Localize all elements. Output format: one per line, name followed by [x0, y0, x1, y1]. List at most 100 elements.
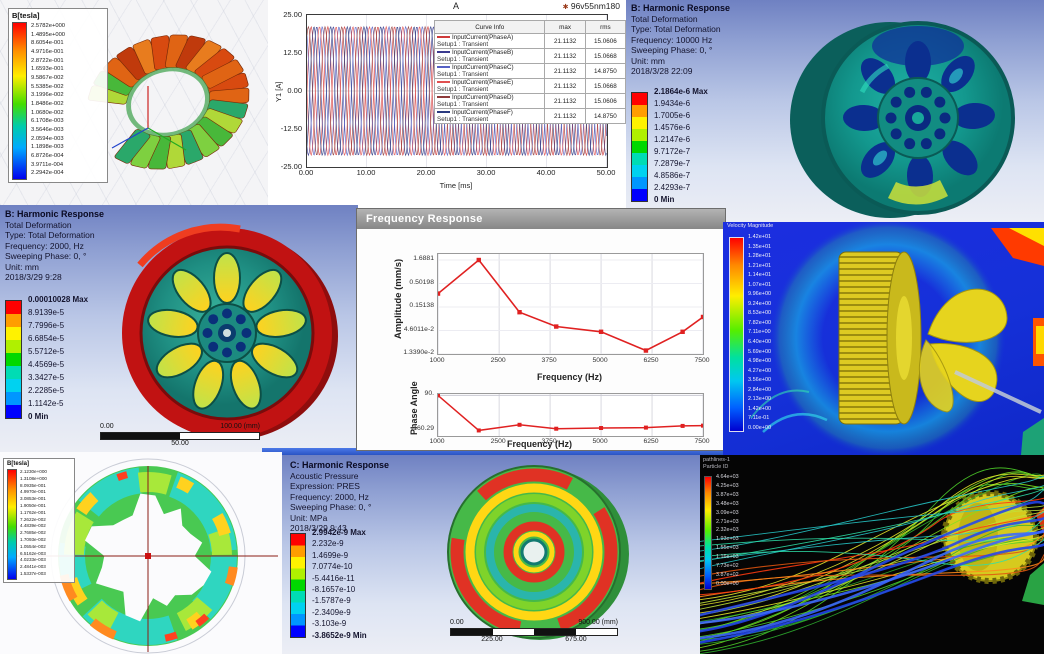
x-tick: 5000 [592, 438, 608, 445]
legend-value: 9.5867e-002 [31, 74, 64, 81]
streamline [700, 539, 1044, 566]
info-line: 2018/3/29 9:43 [290, 523, 347, 533]
panel-cfd-velocity: Velocity Magnitude 1.42e+01 1.35e+01 1.28e… [723, 222, 1044, 455]
legend-value: 8.9139e-5 [28, 308, 65, 317]
legend-value: 7.11e+00 [748, 329, 771, 336]
curve-color-swatch [437, 96, 450, 99]
panel-current-plot: A ✱ 96v55nm180 Y1 [A] Time [ms] 25.00 12.… [268, 0, 627, 208]
y-tick: -12.50 [280, 124, 302, 133]
ruler-label: 900.00 (mm) [578, 619, 618, 626]
legend-value: 9.24e+00 [748, 300, 772, 307]
plot-title: A [452, 1, 459, 11]
info-line: Frequency: 2000, Hz [5, 240, 84, 251]
legend-value: 2.4841e-003 [20, 564, 46, 570]
legend-value: 1.0554e-002 [20, 543, 46, 549]
deformed-wheel-model [790, 21, 1015, 218]
legend-value: 8.6054e-001 [31, 40, 64, 47]
legend-value: 1.1142e-5 [28, 399, 64, 408]
info-line: Type: Total Deformation [631, 24, 721, 34]
acoustic-disc-viewport[interactable] [282, 455, 700, 654]
y-tick: 90. [424, 390, 434, 398]
analysis-title: B: Harmonic Response [5, 209, 105, 219]
ruler-label: 225.00 [481, 636, 503, 643]
table-header: rms [584, 20, 626, 34]
legend-value: 0.00e+00 [716, 580, 739, 587]
cfd-viewport[interactable] [723, 222, 1044, 455]
legend-value: 3.87e+03 [716, 491, 739, 498]
legend-value: 3.1996e-002 [31, 92, 64, 99]
info-line: Unit: MPa [290, 512, 328, 523]
legend-value: 1.07e+01 [748, 281, 772, 288]
deformation-legend: 2.1864e-6 Max 1.9434e-6 1.7005e-6 1.4576e-6… [631, 86, 708, 206]
wheel-model-viewport[interactable] [626, 0, 1044, 222]
amplitude-plot-area[interactable] [437, 253, 704, 355]
legend-colorbar [12, 22, 27, 180]
model-icon: ✱ [562, 4, 569, 11]
legend-value: 1.35e+01 [748, 243, 772, 250]
legend-value: 4.64e+03 [716, 474, 739, 480]
table-row: InputCurrent(PhaseB) Setup1 : Transient 21… [433, 48, 626, 64]
info-line: Unit: mm [5, 261, 39, 272]
legend-value: 2.7685e-002 [20, 530, 46, 536]
legend-value: 1.1898e-003 [31, 144, 64, 151]
streamline [700, 533, 1044, 585]
analysis-info: B: Harmonic Response Total Deformation T… [631, 3, 730, 77]
y-tick: 25.00 [283, 10, 302, 19]
info-line: Type: Total Deformation [5, 230, 95, 240]
x-axis-label: Time [ms] [439, 181, 473, 190]
bfield-legend: B[tesla] 2.1230e+000 1.3108e+000 8.0935e-0… [3, 458, 75, 583]
ruler-label: 0.00 [100, 423, 114, 430]
window-titlebar[interactable]: Frequency Response [357, 209, 725, 229]
x-tick: 7500 [694, 357, 710, 364]
legend-value: 1.9434e-6 [654, 99, 691, 108]
legend-value: 1.3108e+000 [20, 475, 47, 481]
streamline [700, 488, 1044, 542]
table-row: InputCurrent(PhaseC) Setup1 : Transient 21… [433, 63, 626, 79]
legend-value: 1.9050e-001 [20, 502, 46, 508]
curve-color-swatch [437, 36, 450, 39]
legend-value: 4.9716e-001 [31, 48, 64, 55]
gear-model [838, 251, 922, 425]
legend-value: 5.69e+00 [748, 348, 772, 355]
amplitude-x-label: Frequency (Hz) [536, 372, 602, 382]
info-line: Total Deformation [5, 219, 72, 230]
wheel-model-viewport[interactable] [0, 205, 358, 452]
legend-value: 4.9970e-001 [20, 489, 46, 495]
legend-value: 6.1708e-003 [31, 118, 64, 125]
info-line: Sweeping Phase: 0, ° [5, 251, 87, 261]
streamline [700, 538, 1044, 638]
legend-value: 1.4699e-9 [312, 550, 349, 560]
legend-value: 1.0680e-002 [31, 109, 64, 116]
legend-value: 0 Min [654, 195, 675, 204]
y-tick: 0.00 [287, 86, 302, 95]
x-tick: 6250 [643, 438, 659, 445]
legend-title: B[tesla] [7, 461, 30, 467]
fan-model [918, 288, 1008, 413]
window-title: Frequency Response [366, 213, 483, 225]
y-tick: 1.3390e-2 [403, 349, 434, 356]
legend-value: 7.11e-01 [748, 415, 770, 422]
legend-title: B[tesla] [12, 11, 40, 20]
table-row: InputCurrent(PhaseF) Setup1 : Transient 21… [433, 108, 626, 124]
phase-plot-area[interactable] [437, 393, 704, 437]
legend-value: -1.5787e-9 [312, 596, 351, 606]
legend-value: 2.1230e+000 [20, 469, 47, 474]
streamline [700, 516, 1044, 617]
legend-values: 4.64e+03 4.25e+03 3.87e+03 3.48e+03 3.09e+03… [716, 473, 739, 590]
streamline [700, 484, 1044, 570]
pathlines-viewport[interactable] [700, 455, 1044, 654]
panel-maxwell-rotor: B[tesla] 2.1230e+000 1.3108e+000 8.0935e-0… [0, 452, 282, 654]
legend-value: 3.5646e-003 [31, 126, 64, 133]
x-tick: 20.00 [416, 168, 436, 177]
analysis-title: B: Harmonic Response [631, 3, 731, 13]
info-line: Total Deformation [631, 13, 698, 24]
legend-value: 4.25e+03 [716, 482, 739, 489]
legend-value: 2.0594e-003 [31, 135, 64, 142]
pathlines-legend: 4.64e+03 4.25e+03 3.87e+03 3.48e+03 3.09e+03… [704, 473, 739, 590]
x-tick: 50.00 [596, 168, 616, 177]
streamline [700, 510, 1044, 610]
legend-value: 0.00e+00 [748, 424, 772, 431]
legend-value: 4.27e+00 [748, 367, 772, 374]
info-line: Frequency: 2000, Hz [290, 491, 369, 502]
